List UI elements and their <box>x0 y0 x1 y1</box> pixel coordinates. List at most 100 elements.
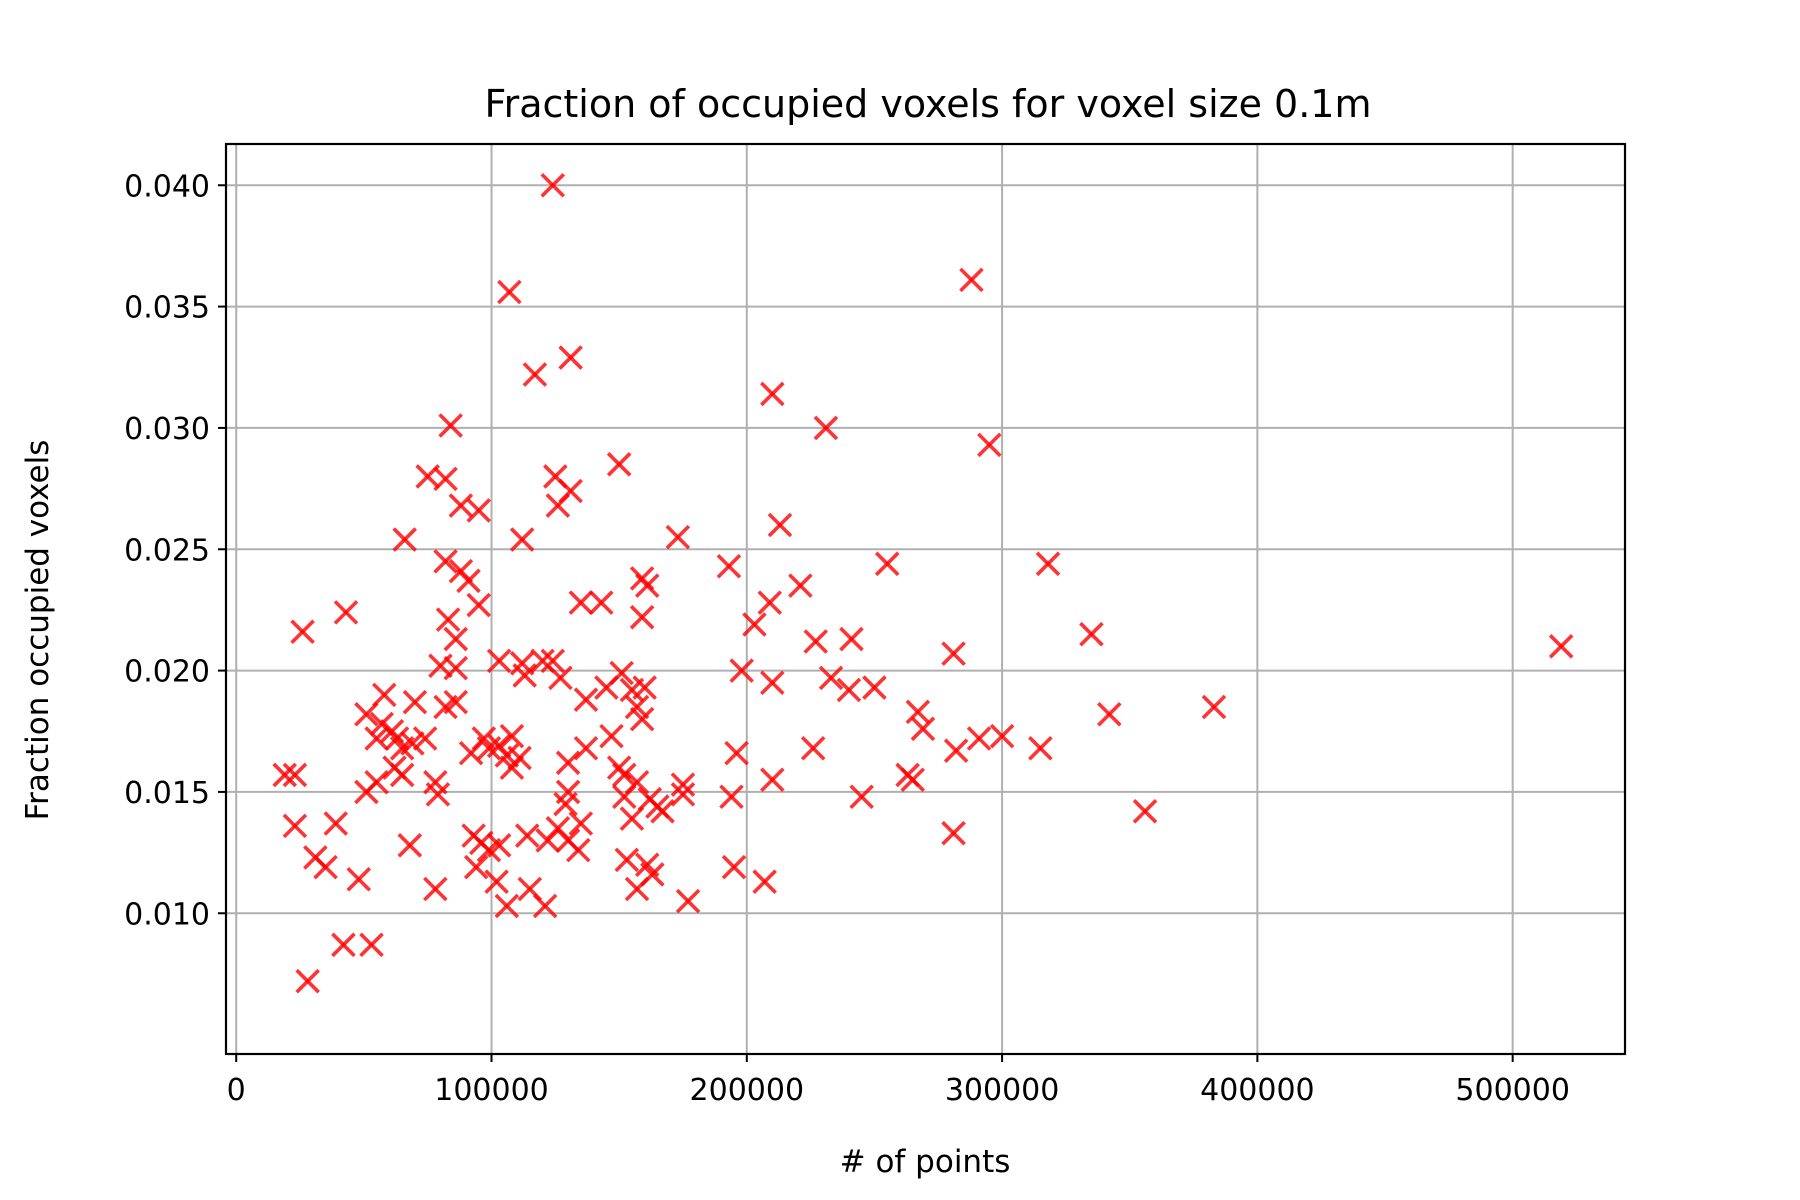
data-point <box>568 811 594 836</box>
data-point <box>425 782 451 807</box>
data-point <box>540 172 566 198</box>
data-point <box>514 823 540 848</box>
data-point <box>494 893 520 919</box>
data-point <box>943 738 969 763</box>
data-point <box>874 551 900 577</box>
data-point <box>532 893 558 919</box>
data-point <box>941 820 966 846</box>
data-point <box>512 663 537 688</box>
data-point <box>282 762 308 788</box>
grid <box>226 144 1625 1054</box>
data-point <box>558 345 583 370</box>
x-tick-label: 100000 <box>434 1073 549 1108</box>
data-point <box>900 767 926 793</box>
data-points <box>272 172 1574 994</box>
data-point <box>466 592 492 618</box>
data-point <box>313 854 338 880</box>
data-point <box>272 762 297 788</box>
data-point <box>839 626 864 652</box>
data-point <box>463 854 489 880</box>
data-point <box>438 413 463 438</box>
data-point <box>389 762 415 788</box>
data-point <box>724 740 749 766</box>
data-point <box>619 806 645 831</box>
data-point <box>568 590 594 615</box>
data-point <box>443 626 469 652</box>
data-point <box>959 267 984 293</box>
data-point <box>634 573 660 598</box>
data-point <box>359 932 384 958</box>
data-point <box>716 553 742 579</box>
data-point <box>767 512 793 538</box>
data-point <box>497 279 522 305</box>
data-point <box>757 590 783 615</box>
plot-frame <box>224 142 1627 1056</box>
data-point <box>1201 694 1227 720</box>
x-tick-label: 0 <box>227 1073 246 1108</box>
data-point <box>499 723 525 749</box>
data-point <box>282 813 308 839</box>
data-point <box>540 648 566 674</box>
data-point <box>397 833 423 858</box>
data-point <box>433 466 458 492</box>
data-point <box>466 498 492 523</box>
data-point <box>400 731 425 756</box>
data-point <box>800 735 826 761</box>
data-point <box>295 968 320 994</box>
data-point <box>862 675 887 700</box>
data-point <box>433 694 458 720</box>
data-point <box>331 932 356 958</box>
data-point <box>665 524 691 550</box>
data-point <box>650 799 675 824</box>
data-point <box>977 432 1002 458</box>
chart-title: Fraction of occupied voxels for voxel si… <box>485 82 1372 126</box>
data-point <box>433 549 458 574</box>
data-point <box>719 784 744 810</box>
x-tick-label: 400000 <box>1200 1073 1315 1108</box>
data-point <box>941 641 966 666</box>
data-point <box>606 452 632 477</box>
x-tick-label: 500000 <box>1455 1073 1570 1108</box>
data-point <box>836 677 862 703</box>
data-point <box>599 723 624 749</box>
data-point <box>448 493 474 518</box>
data-point <box>476 837 502 863</box>
data-point <box>624 694 650 720</box>
data-point <box>1079 621 1104 647</box>
data-point <box>545 493 571 518</box>
axis-ticks: 0 100000 200000 300000 400000 500000 0.010 0.01… <box>124 169 1570 1108</box>
data-point <box>423 876 448 902</box>
data-point <box>1548 634 1574 659</box>
data-point <box>788 573 813 598</box>
y-tick-label: 0.030 <box>124 412 210 447</box>
data-point <box>729 658 754 683</box>
data-point <box>573 735 599 761</box>
data-point <box>611 762 637 788</box>
data-point <box>435 607 461 632</box>
data-point <box>412 726 438 751</box>
data-point <box>813 415 839 441</box>
data-point <box>509 527 535 552</box>
data-point <box>522 362 548 387</box>
data-point <box>629 706 655 732</box>
data-point <box>1028 735 1053 761</box>
data-point <box>354 779 379 805</box>
data-point <box>989 723 1015 749</box>
y-tick-label: 0.020 <box>124 655 210 690</box>
data-point <box>290 619 315 645</box>
y-tick-label: 0.025 <box>124 533 210 568</box>
y-tick-label: 0.015 <box>124 776 210 811</box>
data-point <box>456 568 481 594</box>
data-point <box>499 755 525 780</box>
data-point <box>670 772 696 797</box>
data-point <box>742 612 767 637</box>
y-tick-label: 0.040 <box>124 169 210 204</box>
x-axis-label: # of points <box>840 1144 1011 1180</box>
data-point <box>1035 551 1061 577</box>
data-point <box>760 767 785 793</box>
data-point <box>849 784 874 810</box>
data-point <box>632 675 657 700</box>
data-point <box>803 629 828 654</box>
